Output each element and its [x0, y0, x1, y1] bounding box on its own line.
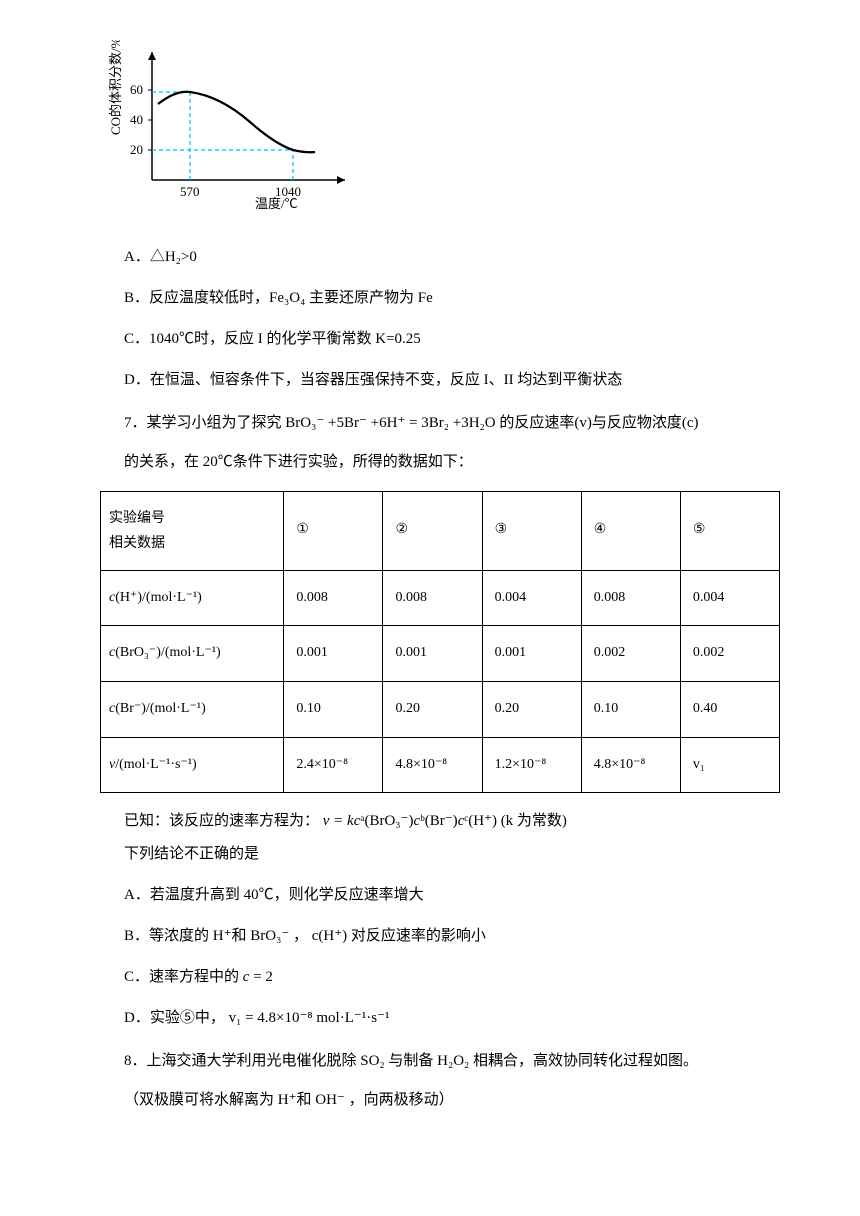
option-6D: D．在恒温、恒容条件下，当容器压强保持不变，反应 I、II 均达到平衡状态	[124, 364, 780, 397]
cell: 0.008	[581, 570, 680, 626]
header-line1: 实验编号	[109, 511, 165, 526]
option-7A-text: 若温度升高到 40℃，则化学反应速率增大	[150, 887, 424, 903]
cell: 0.004	[482, 570, 581, 626]
table-header-row: 实验编号 相关数据 ① ② ③ ④ ⑤	[101, 491, 780, 570]
cell: 0.004	[680, 570, 779, 626]
table-row: v/(mol·L⁻¹·s⁻¹) 2.4×10⁻⁸ 4.8×10⁻⁸ 1.2×10…	[101, 737, 780, 793]
option-7B-text: 等浓度的 H⁺和 BrO₃⁻ ， c(H⁺) 对反应速率的影响小	[149, 928, 486, 944]
cell: 1.2×10⁻⁸	[482, 737, 581, 793]
q7-known: 已知：该反应的速率方程为： v = kcᵃ(BrO₃⁻)cᵇ(Br⁻)cᶜ(H⁺…	[124, 805, 780, 838]
option-6A-text: △H₂>0	[150, 249, 197, 265]
cell: 0.40	[680, 682, 779, 738]
row-label: v/(mol·L⁻¹·s⁻¹)	[101, 737, 284, 793]
q8-stem: 8．上海交通大学利用光电催化脱除 SO₂ 与制备 H₂O₂ 相耦合，高效协同转化…	[124, 1045, 780, 1078]
col-2: ②	[383, 491, 482, 570]
cell: 0.001	[284, 626, 383, 682]
option-7C: C．速率方程中的 c = 2	[124, 961, 780, 994]
cell: 2.4×10⁻⁸	[284, 737, 383, 793]
data-table: 实验编号 相关数据 ① ② ③ ④ ⑤ c(H⁺)/(mol·L⁻¹) 0.00…	[100, 491, 780, 794]
option-6C: C．1040℃时，反应 I 的化学平衡常数 K=0.25	[124, 323, 780, 356]
option-6B: B．反应温度较低时，Fe₃O₄ 主要还原产物为 Fe	[124, 282, 780, 315]
cell: 0.10	[581, 682, 680, 738]
cell: 4.8×10⁻⁸	[383, 737, 482, 793]
q7-stem-line2: 的关系，在 20℃条件下进行实验，所得的数据如下：	[124, 454, 473, 470]
row-label: c(BrO₃⁻)/(mol·L⁻¹)	[101, 626, 284, 682]
row-label: c(Br⁻)/(mol·L⁻¹)	[101, 682, 284, 738]
cell: 4.8×10⁻⁸	[581, 737, 680, 793]
svg-text:570: 570	[180, 184, 200, 199]
table-header-label: 实验编号 相关数据	[101, 491, 284, 570]
option-6B-text: 反应温度较低时，Fe₃O₄ 主要还原产物为 Fe	[149, 290, 433, 306]
table-row: c(H⁺)/(mol·L⁻¹) 0.008 0.008 0.004 0.008 …	[101, 570, 780, 626]
col-1: ①	[284, 491, 383, 570]
cell: 0.20	[482, 682, 581, 738]
col-4: ④	[581, 491, 680, 570]
cell: 0.002	[680, 626, 779, 682]
header-line2: 相关数据	[109, 536, 165, 551]
table-row: c(Br⁻)/(mol·L⁻¹) 0.10 0.20 0.20 0.10 0.4…	[101, 682, 780, 738]
col-3: ③	[482, 491, 581, 570]
svg-text:温度/℃: 温度/℃	[255, 196, 298, 210]
row-label: c(H⁺)/(mol·L⁻¹)	[101, 570, 284, 626]
q7-stem: 7．某学习小组为了探究 BrO₃⁻ +5Br⁻ +6H⁺ = 3Br₂ +3H₂…	[124, 407, 780, 440]
option-6A: A．△H₂>0	[124, 241, 780, 274]
svg-text:20: 20	[130, 142, 143, 157]
q7-stem-line1: 7．某学习小组为了探究 BrO₃⁻ +5Br⁻ +6H⁺ = 3Br₂ +3H₂…	[124, 415, 699, 431]
table-row: c(BrO₃⁻)/(mol·L⁻¹) 0.001 0.001 0.001 0.0…	[101, 626, 780, 682]
svg-text:CO的体积分数/%: CO的体积分数/%	[108, 40, 123, 135]
option-7D: D．实验⑤中， v₁ = 4.8×10⁻⁸ mol·L⁻¹·s⁻¹	[124, 1002, 780, 1035]
chart-co-vs-temperature: 20 40 60 570 1040 温度/℃ CO的体积分数/%	[100, 40, 360, 221]
cell: 0.20	[383, 682, 482, 738]
svg-text:40: 40	[130, 112, 143, 127]
option-7D-text: 实验⑤中， v₁ = 4.8×10⁻⁸ mol·L⁻¹·s⁻¹	[150, 1010, 390, 1026]
option-7B: B．等浓度的 H⁺和 BrO₃⁻ ， c(H⁺) 对反应速率的影响小	[124, 920, 780, 953]
cell: 0.008	[383, 570, 482, 626]
q7-prompt: 下列结论不正确的是	[124, 838, 780, 871]
cell: 0.001	[383, 626, 482, 682]
option-7A: A．若温度升高到 40℃，则化学反应速率增大	[124, 879, 780, 912]
cell: v₁	[680, 737, 779, 793]
q8-note: （双极膜可将水解离为 H⁺和 OH⁻ ，向两极移动）	[124, 1084, 780, 1117]
svg-text:60: 60	[130, 82, 143, 97]
cell: 0.008	[284, 570, 383, 626]
cell: 0.10	[284, 682, 383, 738]
cell: 0.001	[482, 626, 581, 682]
chart-svg: 20 40 60 570 1040 温度/℃ CO的体积分数/%	[100, 40, 360, 210]
col-5: ⑤	[680, 491, 779, 570]
option-6D-text: 在恒温、恒容条件下，当容器压强保持不变，反应 I、II 均达到平衡状态	[150, 372, 623, 388]
cell: 0.002	[581, 626, 680, 682]
option-6C-text: 1040℃时，反应 I 的化学平衡常数 K=0.25	[149, 331, 421, 347]
